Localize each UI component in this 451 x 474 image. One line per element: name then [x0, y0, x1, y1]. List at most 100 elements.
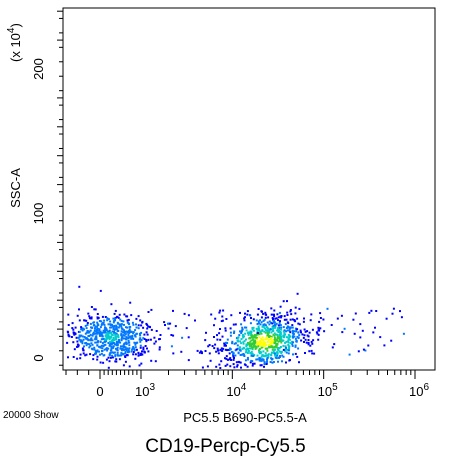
event-dot	[262, 319, 265, 322]
event-dot	[110, 324, 112, 327]
event-dot	[229, 331, 232, 334]
event-dot	[280, 350, 283, 353]
event-dot	[107, 366, 110, 369]
event-dot	[80, 326, 83, 329]
event-dot	[127, 337, 130, 340]
event-dot	[100, 320, 103, 323]
event-dot	[137, 315, 140, 318]
event-dot	[274, 353, 276, 356]
event-dot	[112, 345, 115, 348]
event-dot	[260, 316, 263, 319]
event-dot	[249, 337, 252, 339]
event-dot	[210, 313, 213, 316]
event-dot	[99, 361, 102, 364]
event-dot	[243, 363, 246, 366]
event-dot	[111, 330, 114, 333]
event-dot	[71, 322, 74, 325]
event-dot	[259, 330, 262, 333]
event-dot	[134, 343, 137, 346]
event-dot	[273, 336, 276, 339]
event-dot	[257, 342, 260, 345]
event-dot	[130, 350, 133, 353]
event-dot	[247, 358, 249, 361]
event-dot	[256, 328, 259, 331]
event-dot	[94, 352, 97, 355]
event-dot	[261, 310, 263, 313]
event-dot	[204, 339, 207, 342]
event-dot	[86, 323, 89, 326]
event-dot	[282, 300, 285, 303]
event-dot	[245, 348, 248, 351]
event-dot	[250, 317, 252, 319]
event-dot	[266, 331, 269, 334]
event-dot	[123, 323, 125, 326]
event-dot	[134, 329, 137, 332]
event-dot	[154, 360, 157, 363]
event-dot	[291, 340, 293, 343]
event-dot	[91, 348, 94, 351]
y-axis-ticks: 0 100 200	[31, 10, 63, 366]
event-dot	[88, 317, 91, 319]
event-dot	[131, 336, 134, 339]
event-dot	[247, 333, 250, 336]
event-dot	[118, 340, 121, 342]
event-dot	[268, 320, 271, 323]
event-dot	[270, 354, 273, 357]
event-dot	[100, 332, 103, 335]
event-dot	[297, 336, 300, 339]
event-dot	[78, 335, 81, 338]
event-dot	[106, 337, 109, 340]
event-dot	[284, 323, 287, 325]
event-dot	[79, 357, 82, 360]
event-dot	[271, 357, 274, 360]
event-dot	[245, 343, 248, 346]
event-dot	[221, 319, 224, 322]
event-dot	[102, 338, 105, 340]
event-dot	[159, 334, 162, 336]
event-dot	[214, 317, 217, 320]
event-dot	[274, 323, 276, 326]
event-dot	[272, 339, 275, 342]
event-dot	[90, 306, 93, 308]
event-dot	[225, 349, 228, 352]
event-dot	[296, 355, 299, 358]
event-dot	[85, 342, 88, 344]
event-dot	[291, 326, 294, 329]
event-dot	[244, 351, 247, 354]
event-dot	[226, 363, 229, 366]
event-dot	[258, 332, 261, 335]
event-dot	[235, 348, 238, 351]
event-dot	[264, 324, 267, 327]
event-dot	[274, 354, 277, 357]
y-tick-label: 200	[31, 58, 46, 80]
event-dot	[263, 345, 266, 348]
event-dot	[89, 339, 92, 342]
event-dot	[108, 323, 111, 326]
event-dot	[134, 353, 137, 356]
event-dot	[261, 336, 264, 339]
event-dot	[278, 338, 281, 341]
event-dot	[297, 347, 300, 350]
event-dot	[87, 312, 90, 315]
event-dot	[105, 358, 108, 361]
event-dot	[276, 353, 279, 356]
event-dot	[230, 359, 233, 361]
event-dot	[96, 325, 98, 328]
event-dot	[266, 356, 269, 359]
event-dot	[104, 316, 107, 318]
event-dot	[68, 335, 71, 338]
event-dot	[85, 344, 88, 347]
event-dot	[233, 357, 235, 359]
event-dot	[86, 338, 89, 341]
x-tick-label: 105	[318, 382, 338, 399]
event-dot	[139, 340, 142, 343]
event-dot	[258, 358, 261, 361]
event-dot	[270, 313, 273, 316]
event-dot	[169, 322, 172, 325]
event-dot	[250, 339, 253, 342]
event-dot	[96, 358, 99, 361]
event-dot	[115, 326, 118, 328]
x-tick-label: 0	[96, 384, 103, 399]
event-dot	[287, 349, 290, 352]
event-dot	[196, 349, 199, 352]
